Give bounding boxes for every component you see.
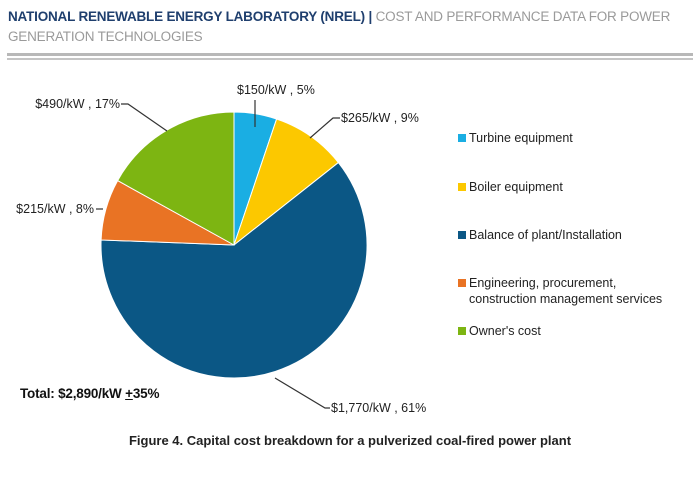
report-header: NATIONAL RENEWABLE ENERGY LABORATORY (NR… [8, 7, 688, 47]
legend-label-2: Balance of plant/Installation [469, 228, 622, 242]
total-plus-minus: + [125, 386, 133, 401]
header-subtitle: COST AND PERFORMANCE DATA FOR POWER GENE… [8, 9, 671, 44]
legend-swatch-4 [458, 327, 466, 335]
header-rule-top [7, 53, 693, 56]
data-label-2: $1,770/kW , 61% [331, 401, 426, 415]
header-separator: | [368, 9, 373, 24]
legend-label-3: Engineering, procurement, construction ma… [469, 276, 663, 306]
total-cost: Total: $2,890/kW +35% [20, 386, 159, 401]
leader-line-1 [309, 117, 340, 139]
legend-swatch-0 [458, 134, 466, 142]
data-label-0: $150/kW , 5% [237, 83, 315, 97]
header-org: NATIONAL RENEWABLE ENERGY LABORATORY (NR… [8, 9, 365, 24]
leader-line-4 [121, 103, 168, 132]
leader-line-2 [274, 377, 330, 409]
legend-label-1: Boiler equipment [469, 180, 563, 194]
header-rule-bottom [7, 58, 693, 60]
total-prefix: Total: $2,890/kW [20, 386, 126, 401]
data-label-4: $490/kW , 17% [35, 97, 120, 111]
data-label-1: $265/kW , 9% [341, 111, 419, 125]
legend-swatch-2 [458, 231, 466, 239]
legend-label-0: Turbine equipment [469, 131, 573, 145]
legend-swatch-1 [458, 183, 466, 191]
figure-caption: Figure 4. Capital cost breakdown for a p… [128, 433, 572, 448]
data-label-3: $215/kW , 8% [16, 202, 94, 216]
pie-slice-2 [100, 161, 368, 379]
legend-swatch-3 [458, 279, 466, 287]
legend-label-4: Owner's cost [469, 324, 541, 338]
total-suffix: 35% [132, 386, 160, 401]
